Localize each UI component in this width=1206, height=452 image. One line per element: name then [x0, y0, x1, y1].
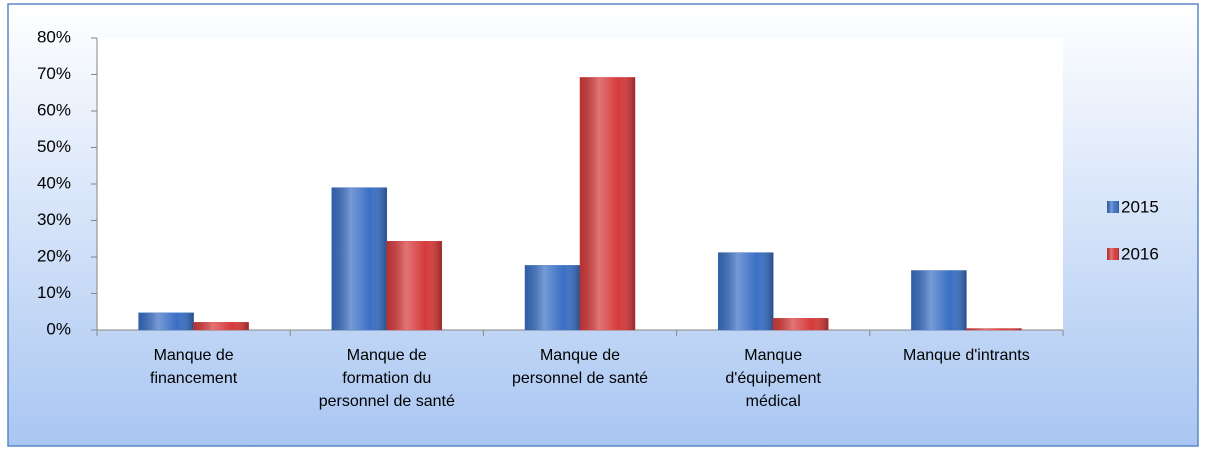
bar-shine — [331, 187, 387, 330]
bar-shine — [525, 265, 580, 330]
y-tick-label: 0% — [46, 319, 71, 338]
bar-shine — [386, 241, 442, 330]
x-tick-label: Manque de financement — [150, 347, 238, 387]
legend-label: 2015 — [1121, 197, 1159, 216]
y-tick-label: 10% — [37, 283, 71, 302]
legend-label: 2016 — [1121, 244, 1159, 263]
y-tick-label: 30% — [37, 210, 71, 229]
bar-shine — [193, 322, 249, 330]
y-tick-label: 50% — [37, 137, 71, 156]
x-tick-label: Manque de formation du personnel de sant… — [318, 347, 455, 410]
bar-shine — [718, 252, 774, 330]
y-tick-label: 80% — [37, 27, 71, 46]
y-tick-label: 70% — [37, 64, 71, 83]
y-tick-label: 40% — [37, 173, 71, 192]
x-tick-label: Manque d'équipement médical — [725, 347, 821, 410]
bar-shine — [966, 328, 1022, 330]
y-tick-label: 60% — [37, 100, 71, 119]
bar-shine — [911, 270, 967, 330]
x-tick-label: Manque de personnel de santé — [511, 347, 649, 387]
bar-shine — [773, 318, 829, 330]
legend-swatch-shine — [1107, 201, 1119, 213]
x-tick-label: Manque d'intrants — [903, 347, 1030, 364]
y-tick-label: 20% — [37, 246, 71, 265]
bar-shine — [580, 77, 635, 330]
legend-swatch-shine — [1107, 248, 1119, 260]
bar-shine — [138, 312, 194, 330]
